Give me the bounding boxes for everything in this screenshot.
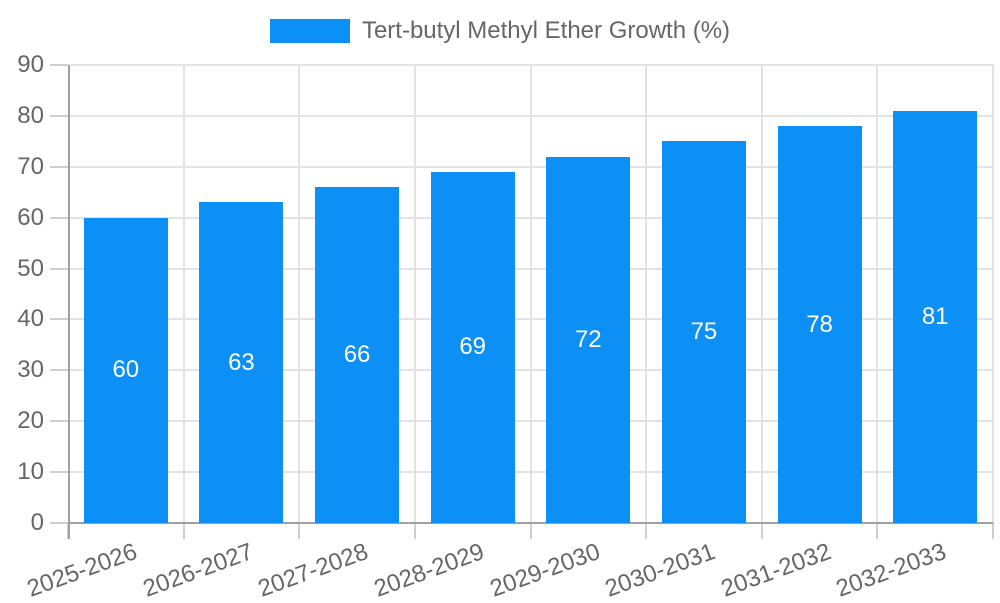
y-axis-tick-label: 50 (17, 254, 44, 282)
bar-value-label: 66 (343, 341, 371, 369)
legend-item[interactable]: Tert-butyl Methyl Ether Growth (%) (269, 17, 731, 44)
y-axis-tick-label: 40 (17, 305, 44, 333)
bar-value-label: 63 (228, 348, 255, 376)
bar-value-label: 75 (690, 318, 718, 346)
bar: 75 (661, 141, 746, 523)
bar: 66 (315, 187, 400, 523)
x-axis-tick-label: 2027-2028 (254, 538, 372, 603)
x-tick-mark (413, 523, 416, 539)
x-gridline (182, 65, 185, 523)
y-axis-tick-label: 30 (17, 356, 44, 384)
x-axis-line (68, 522, 993, 524)
x-axis-tick-label: 2026-2027 (139, 538, 257, 603)
bar: 60 (83, 217, 168, 523)
x-gridline (992, 65, 994, 523)
y-tick-mark (50, 165, 68, 168)
x-gridline (876, 65, 879, 523)
x-axis-tick-label: 2032-2033 (832, 538, 951, 603)
x-gridline (645, 65, 648, 523)
x-tick-mark (992, 523, 994, 539)
x-axis-tick-label: 2030-2031 (601, 538, 719, 603)
x-gridline (760, 65, 763, 523)
y-tick-mark (50, 114, 68, 117)
bar: 63 (199, 202, 284, 523)
x-gridline (298, 65, 301, 523)
bar-value-label: 81 (921, 302, 949, 330)
x-gridline (529, 65, 532, 523)
y-axis-line (68, 65, 70, 539)
bar: 81 (893, 110, 978, 523)
y-tick-mark (50, 318, 68, 321)
bar: 78 (777, 126, 862, 523)
x-tick-mark (182, 523, 185, 539)
bar-value-label: 72 (574, 325, 602, 353)
legend-color-swatch (269, 19, 350, 43)
y-tick-mark (50, 522, 68, 524)
bar: 72 (546, 156, 631, 523)
y-axis-tick-label: 0 (30, 509, 44, 536)
x-tick-mark (876, 523, 879, 539)
x-axis-tick-label: 2029-2030 (486, 538, 604, 603)
y-tick-mark (50, 64, 68, 66)
y-axis-tick-label: 20 (17, 407, 44, 435)
y-tick-mark (50, 267, 68, 270)
x-tick-mark (645, 523, 648, 539)
y-axis-tick-label: 70 (17, 152, 44, 180)
legend-series-label: Tert-butyl Methyl Ether Growth (%) (361, 17, 731, 44)
x-tick-mark (760, 523, 763, 539)
y-axis-tick-label: 80 (17, 101, 44, 129)
bar-value-label: 78 (806, 310, 833, 338)
bar-value-label: 60 (112, 356, 140, 384)
y-axis-tick-label: 90 (17, 51, 44, 78)
x-axis-tick-label: 2031-2032 (717, 538, 835, 603)
bar-value-label: 69 (459, 333, 487, 361)
y-tick-mark (50, 216, 68, 219)
chart-legend: Tert-butyl Methyl Ether Growth (%) (0, 19, 1000, 43)
y-axis-tick-label: 10 (17, 458, 44, 486)
y-axis-tick-label: 60 (17, 203, 44, 231)
x-axis-tick-label: 2028-2029 (370, 538, 488, 603)
y-tick-mark (50, 369, 68, 372)
plot-area: 0 10 20 30 40 50 60 70 80 90 60 2025-2026 63 2026-202… (17, 53, 994, 603)
x-tick-mark (298, 523, 301, 539)
y-tick-mark (50, 420, 68, 423)
x-gridline (413, 65, 416, 523)
x-tick-mark (529, 523, 532, 539)
y-tick-mark (50, 471, 68, 474)
bar: 69 (430, 171, 515, 523)
x-axis-tick-label: 2025-2026 (23, 538, 141, 603)
